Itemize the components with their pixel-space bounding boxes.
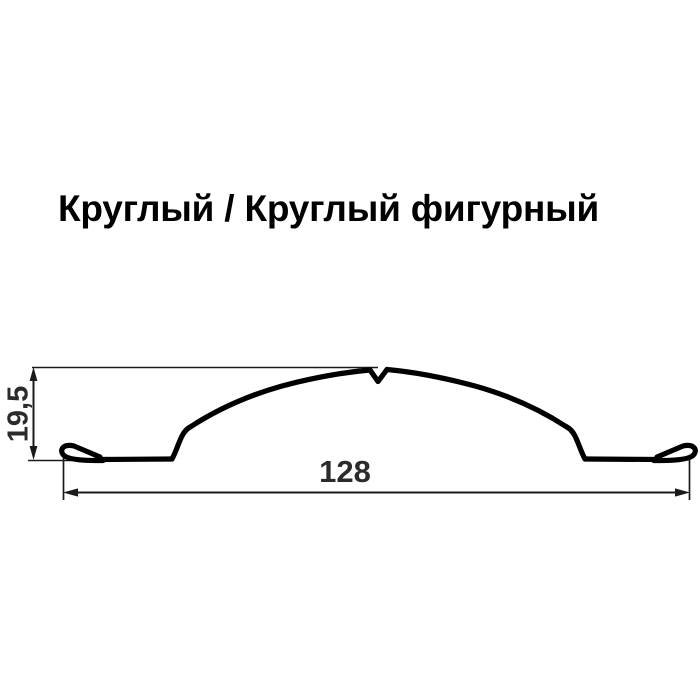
page-title: Круглый / Круглый фигурный [58,188,600,229]
horizontal-dimension-label: 128 [319,454,371,489]
vertical-dimension: 19,5 [3,367,38,460]
right-knee [563,423,588,462]
right-hook-fold [651,442,698,464]
left-flange [94,456,175,463]
horizontal-dimension: 128 [63,454,690,497]
left-hook-fold [59,442,106,464]
horizontal-dimension-arrow-left [63,488,78,497]
profile-outline [59,366,698,464]
vertical-dimension-arrow-bottom [29,446,38,460]
vertical-dimension-label: 19,5 [3,386,35,442]
right-flange [582,456,663,463]
arch-left [188,367,373,430]
horizontal-dimension-arrow-right [675,488,690,497]
arch-right [384,366,569,430]
left-knee [169,423,194,462]
center-notch [367,366,390,385]
vertical-dimension-arrow-top [29,367,38,381]
